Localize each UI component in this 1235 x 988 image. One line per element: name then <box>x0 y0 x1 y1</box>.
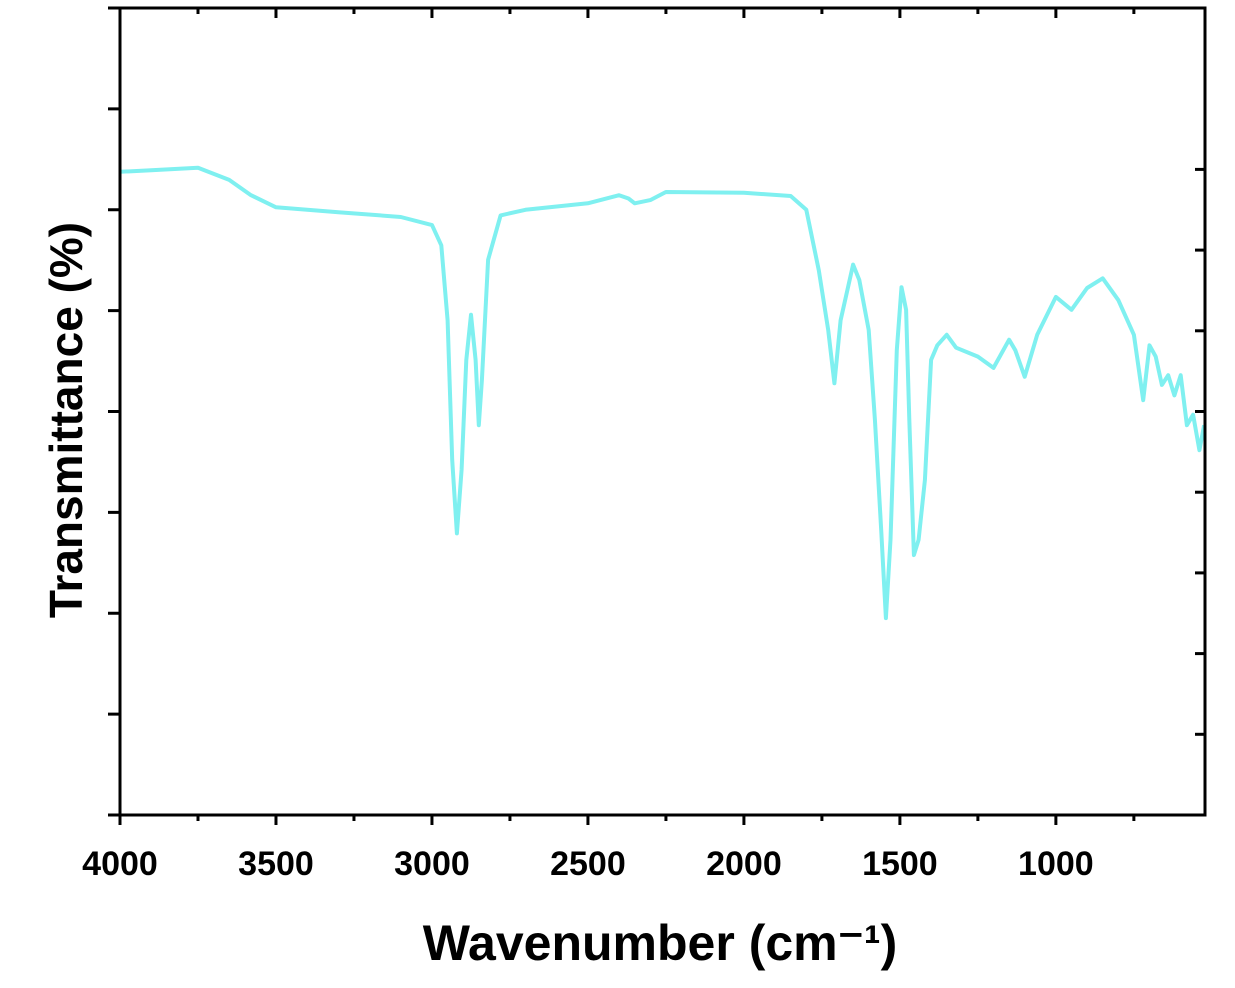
x-tick-label: 3500 <box>238 845 314 883</box>
x-tick-label: 3000 <box>394 845 470 883</box>
spectrum-line <box>119 165 1207 621</box>
x-tick-label: 4000 <box>82 845 158 883</box>
plot-frame <box>118 6 1207 817</box>
x-tick-label: 1500 <box>862 845 938 883</box>
x-tick-label: 2000 <box>706 845 782 883</box>
y-axis-label: Transmittance (%) <box>40 222 92 618</box>
x-tick-label: 2500 <box>550 845 626 883</box>
x-axis-label: Wavenumber (cm⁻¹) <box>423 915 898 971</box>
x-tick-label: 1000 <box>1018 845 1094 883</box>
